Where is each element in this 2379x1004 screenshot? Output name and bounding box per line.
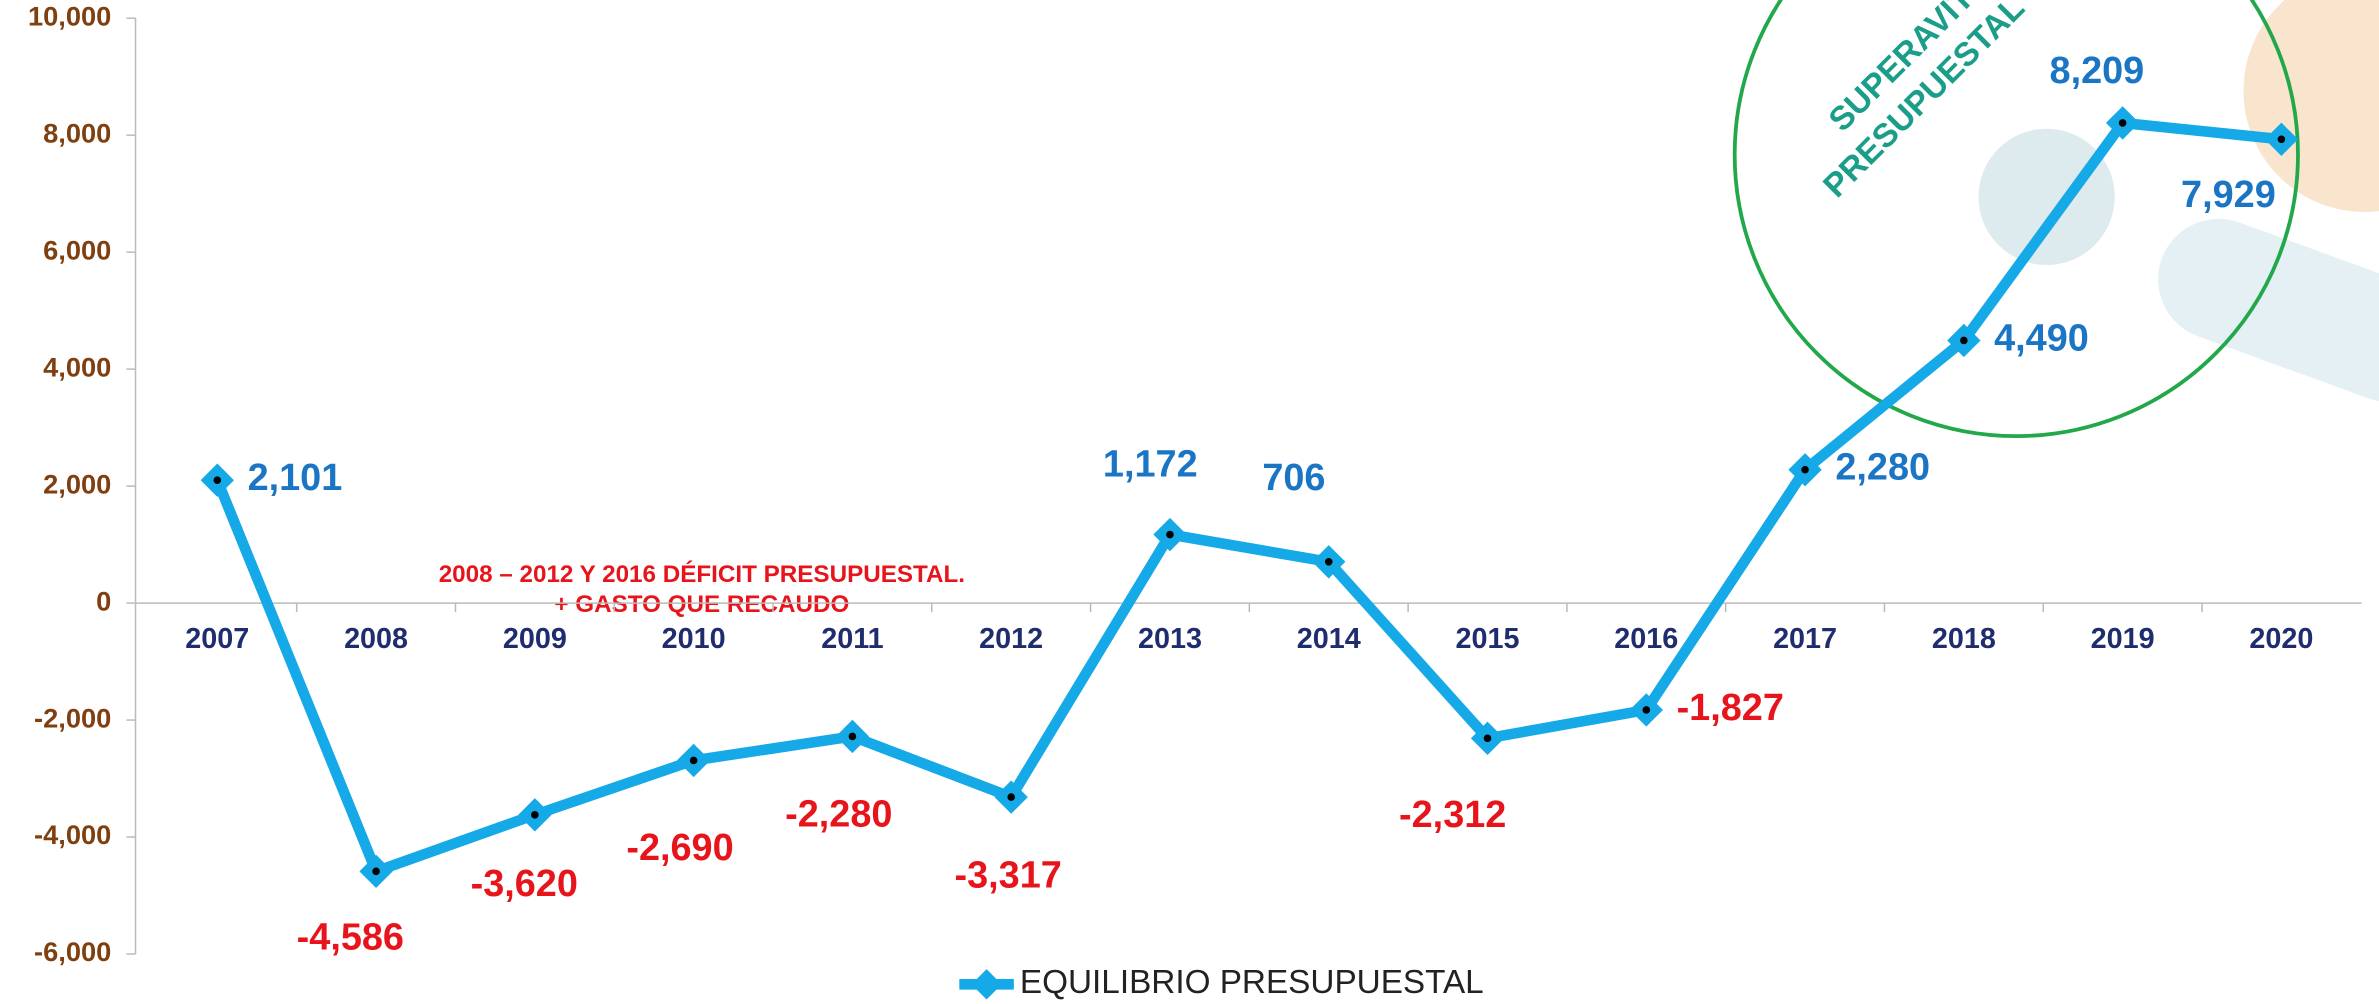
point-center — [1483, 734, 1492, 743]
x-tick-label: 2017 — [1773, 623, 1837, 655]
x-tick-label: 2008 — [344, 623, 408, 655]
x-tick-label: 2013 — [1138, 623, 1202, 655]
data-label: -2,690 — [626, 827, 733, 869]
x-tick-label: 2020 — [2249, 623, 2313, 655]
point-center — [689, 756, 698, 765]
y-tick-label: 0 — [96, 585, 111, 616]
annotation: 2008 – 2012 Y 2016 DÉFICIT PRESUPUESTAL. — [439, 560, 965, 588]
data-label: -3,620 — [471, 863, 578, 905]
data-label: 4,490 — [1994, 317, 2089, 359]
y-tick-label: 8,000 — [43, 117, 111, 148]
data-label: 8,209 — [2050, 50, 2145, 92]
point-center — [1960, 336, 1968, 345]
x-tick-label: 2012 — [979, 623, 1043, 655]
point-center — [1801, 465, 1809, 474]
x-tick-label: 2019 — [2091, 623, 2155, 655]
point-center — [1642, 706, 1651, 714]
data-label: -2,312 — [1399, 794, 1506, 836]
point-center — [531, 811, 539, 819]
x-tick-label: 2015 — [1456, 623, 1520, 655]
y-tick-label: 4,000 — [43, 351, 111, 382]
data-label: 2,101 — [248, 457, 343, 499]
x-tick-label: 2016 — [1614, 623, 1678, 655]
y-tick-label: 6,000 — [43, 234, 111, 265]
legend-label: EQUILIBRIO PRESUPUESTAL — [1020, 964, 1484, 1001]
data-label: 2,280 — [1835, 447, 1930, 489]
data-label: -4,586 — [297, 916, 404, 958]
highlight-circle — [1732, 0, 2300, 438]
point-center — [1007, 793, 1015, 801]
x-tick-label: 2018 — [1932, 623, 1996, 655]
y-tick-label: -2,000 — [34, 702, 111, 733]
data-label: 7,929 — [2181, 174, 2276, 216]
point-center — [213, 476, 222, 484]
y-tick-label: -4,000 — [34, 819, 111, 850]
point-center — [1324, 558, 1333, 566]
x-tick-label: 2014 — [1297, 623, 1361, 655]
point-center — [2277, 135, 2286, 144]
data-label: -2,280 — [785, 794, 892, 836]
y-tick-label: 2,000 — [43, 468, 111, 499]
data-label: 1,172 — [1103, 443, 1198, 485]
y-tick-label: 10,000 — [28, 0, 111, 31]
legend-marker — [971, 969, 1002, 1000]
x-tick-label: 2010 — [662, 623, 726, 655]
point-center — [1166, 530, 1174, 539]
data-label: -1,827 — [1677, 687, 1784, 729]
point-center — [2118, 119, 2127, 127]
data-label: 706 — [1262, 457, 1325, 499]
decoration — [1978, 128, 2115, 266]
x-tick-label: 2009 — [503, 623, 567, 655]
line — [212, 117, 2282, 877]
data-label: -3,317 — [955, 854, 1062, 896]
point-center — [372, 867, 380, 876]
y-tick-label: -6,000 — [34, 936, 111, 967]
annotation: + GASTO QUE RECAUDO — [554, 591, 849, 618]
point-center — [848, 732, 857, 741]
x-tick-label: 2007 — [185, 623, 249, 655]
x-tick-label: 2011 — [821, 623, 883, 655]
decoration — [2158, 218, 2379, 403]
